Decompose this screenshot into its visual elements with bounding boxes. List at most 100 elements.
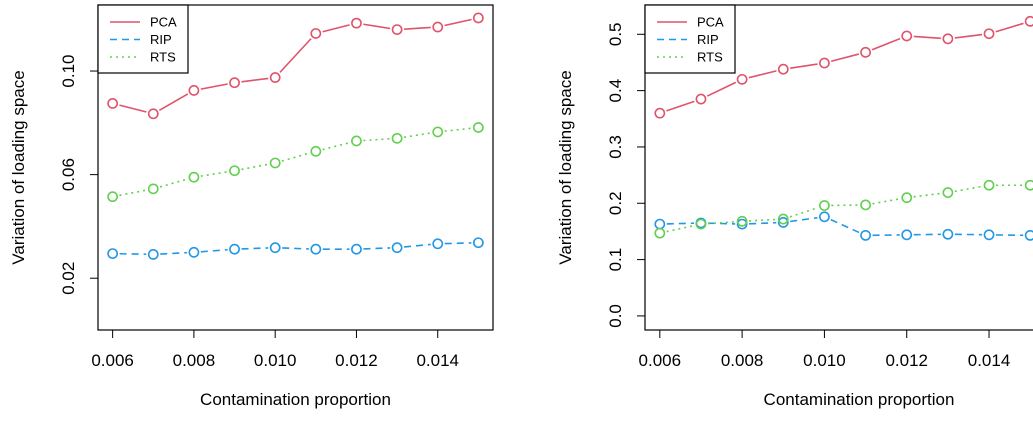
data-point xyxy=(147,183,159,195)
data-point xyxy=(777,213,789,225)
data-point xyxy=(860,199,871,211)
x-axis-label: Contamination proportion xyxy=(200,390,391,409)
series-line-segment xyxy=(322,24,350,33)
data-point xyxy=(432,21,444,33)
legend: PCA RIP RTS xyxy=(644,4,736,74)
legend: PCA RIP RTS xyxy=(97,4,189,74)
data-point xyxy=(860,229,871,241)
series-line-segment xyxy=(790,216,818,223)
data-point xyxy=(107,191,119,203)
data-point xyxy=(1024,229,1033,241)
y-tick-label: 0.10 xyxy=(59,54,78,87)
data-point xyxy=(472,122,484,133)
series-line-segment xyxy=(830,53,860,63)
chart-panel-right: 0.006 0.008 0.010 0.012 0.014 0.0 0.1 0.2 0.3 0.4… xyxy=(556,4,1033,409)
data-point xyxy=(983,28,995,40)
series-line-segment xyxy=(995,22,1024,33)
series-line-segment xyxy=(748,70,777,79)
series-line-segment xyxy=(119,252,147,256)
data-point xyxy=(983,229,995,241)
y-tick-label: 0.3 xyxy=(606,135,625,159)
series-line-segment xyxy=(403,132,431,139)
series-line-segment xyxy=(707,222,736,225)
y-tick-label: 0.0 xyxy=(606,304,625,328)
data-point xyxy=(269,242,281,254)
y-axis-label: Variation of loading space xyxy=(556,70,575,264)
y-tick-label: 0.06 xyxy=(59,158,78,191)
series-line-segment xyxy=(200,83,228,90)
data-point xyxy=(472,237,484,249)
data-point xyxy=(695,93,707,105)
data-point xyxy=(736,73,748,85)
data-point xyxy=(654,218,666,230)
data-point xyxy=(695,218,707,230)
data-point xyxy=(310,28,322,39)
y-tick-label: 0.1 xyxy=(606,248,625,272)
data-point xyxy=(819,57,830,69)
data-point xyxy=(472,12,484,24)
data-point xyxy=(147,248,159,260)
series-line-segment xyxy=(789,206,819,218)
series-line-segment xyxy=(404,26,431,30)
data-point xyxy=(107,248,119,260)
series-pca xyxy=(654,15,1033,119)
data-point xyxy=(391,132,403,144)
series-line-segment xyxy=(872,198,900,205)
series-line-segment xyxy=(954,185,983,193)
series-line-segment xyxy=(160,251,187,255)
legend-label: RTS xyxy=(697,50,723,65)
data-point xyxy=(654,227,666,239)
series-line-segment xyxy=(666,100,695,112)
series-line-segment xyxy=(444,127,472,132)
data-point xyxy=(391,242,403,254)
data-point xyxy=(147,108,159,120)
series-line-segment xyxy=(281,152,310,162)
plot-frame xyxy=(644,4,1033,331)
series-line-segment xyxy=(200,248,228,253)
data-point xyxy=(777,217,789,228)
series-line-segment xyxy=(749,218,777,222)
data-point xyxy=(229,165,240,177)
series-rip xyxy=(654,211,1033,241)
series-line-segment xyxy=(954,33,983,39)
x-tick-label: 0.012 xyxy=(885,351,928,370)
data-point xyxy=(983,179,995,191)
series-pca xyxy=(107,12,484,120)
legend-label: RIP xyxy=(150,32,172,47)
y-tick-label: 0.5 xyxy=(606,22,625,46)
data-point xyxy=(432,238,444,250)
data-point xyxy=(819,200,830,211)
series-line-segment xyxy=(707,220,736,225)
data-point xyxy=(188,246,200,258)
series-line-segment xyxy=(159,178,188,188)
data-point xyxy=(901,229,913,241)
series-line-segment xyxy=(403,243,431,248)
data-point xyxy=(901,192,913,204)
data-point xyxy=(942,33,954,45)
series-line-segment xyxy=(913,192,942,198)
series-rip xyxy=(107,237,484,260)
series-line-segment xyxy=(282,247,309,250)
series-line-segment xyxy=(666,222,694,225)
data-point xyxy=(229,77,240,89)
data-point xyxy=(391,24,403,36)
legend-label: PCA xyxy=(150,15,177,30)
legend-label: RTS xyxy=(150,50,176,65)
series-line-segment xyxy=(913,35,941,40)
series-line-segment xyxy=(749,221,777,225)
series-line-segment xyxy=(158,93,189,111)
y-axis-label: Variation of loading space xyxy=(9,70,28,264)
data-point xyxy=(819,211,830,223)
legend-label: PCA xyxy=(697,15,724,30)
series-line-segment xyxy=(666,224,695,233)
x-tick-label: 0.010 xyxy=(254,351,297,370)
data-point xyxy=(942,187,954,198)
data-point xyxy=(188,171,200,183)
x-tick-label: 0.010 xyxy=(803,351,846,370)
series-rts xyxy=(654,179,1033,239)
series-line-segment xyxy=(363,23,391,30)
series-line-segment xyxy=(790,63,818,69)
data-point xyxy=(107,98,119,109)
legend-label: RIP xyxy=(697,32,719,47)
